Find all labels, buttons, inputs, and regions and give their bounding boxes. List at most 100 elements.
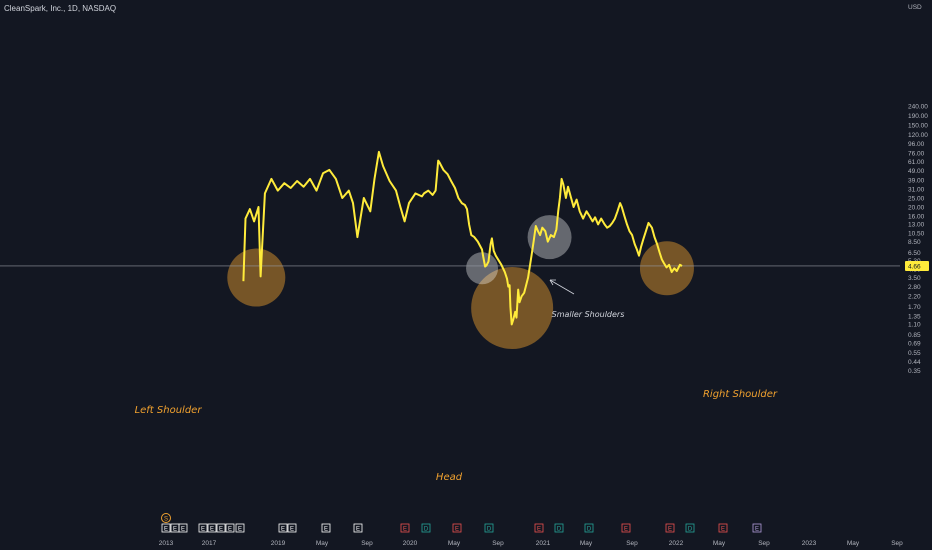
highlight-circle-0	[227, 248, 286, 307]
earnings-marker[interactable]	[752, 523, 762, 533]
earnings-marker[interactable]	[584, 523, 594, 533]
earnings-marker-label: E	[210, 526, 214, 532]
earnings-marker-label: D	[424, 526, 429, 532]
earnings-marker-label: D	[688, 526, 693, 532]
y-tick-label: 49.00	[908, 168, 925, 175]
earnings-marker[interactable]	[178, 523, 188, 533]
highlight-circles	[227, 215, 694, 349]
split-marker[interactable]	[161, 513, 171, 523]
y-tick-label: 150.00	[908, 123, 928, 130]
earnings-marker-label: E	[181, 526, 185, 532]
earnings-marker-label: E	[290, 526, 294, 532]
earnings-marker[interactable]	[665, 523, 675, 533]
earnings-marker[interactable]	[718, 523, 728, 533]
annotation-label: Left Shoulder	[135, 405, 203, 416]
y-tick-label: 120.00	[908, 132, 928, 139]
x-tick-label: Sep	[758, 540, 770, 547]
x-tick-label: Sep	[492, 540, 504, 547]
arrow-line	[549, 279, 575, 295]
earnings-marker-label: E	[755, 526, 759, 532]
x-tick-label: Sep	[361, 540, 373, 547]
earnings-marker-label: E	[238, 526, 242, 532]
y-tick-label: 76.00	[908, 150, 925, 157]
earnings-marker[interactable]	[421, 523, 431, 533]
earnings-marker-label: E	[164, 526, 168, 532]
earnings-marker[interactable]	[554, 523, 564, 533]
earnings-marker[interactable]	[621, 523, 631, 533]
earnings-marker[interactable]	[321, 523, 331, 533]
x-tick-label: 2022	[669, 540, 684, 547]
x-tick-label: 2021	[536, 540, 551, 547]
earnings-marker[interactable]	[207, 523, 217, 533]
y-tick-label: 20.00	[908, 204, 925, 211]
y-tick-label: 3.50	[908, 275, 921, 282]
earnings-marker[interactable]	[400, 523, 410, 533]
earnings-marker-label: E	[537, 526, 541, 532]
x-tick-label: 2020	[403, 540, 418, 547]
y-tick-label: 96.00	[908, 141, 925, 148]
y-tick-label: 16.00	[908, 213, 925, 220]
x-tick-label: 2023	[802, 540, 817, 547]
earnings-marker[interactable]	[235, 523, 245, 533]
earnings-marker-label: E	[173, 526, 177, 532]
earnings-marker-label: D	[587, 526, 592, 532]
earnings-marker[interactable]	[216, 523, 226, 533]
highlight-circle-3	[466, 252, 499, 285]
x-tick-label: May	[713, 540, 726, 547]
y-tick-label: 10.50	[908, 230, 925, 237]
y-tick-label: 8.50	[908, 239, 921, 246]
earnings-marker[interactable]	[452, 523, 462, 533]
price-series-line	[242, 150, 683, 326]
y-tick-label: 2.80	[908, 284, 921, 291]
earnings-marker-label: E	[219, 526, 223, 532]
y-axis[interactable]: 240.00 190.00 150.00 120.00 96.00 76.00 61.00 4…	[908, 104, 928, 375]
y-tick-label: 0.69	[908, 341, 921, 348]
annotation-label: Right Shoulder	[703, 389, 778, 400]
y-tick-label: 1.35	[908, 313, 921, 320]
x-tick-label: May	[316, 540, 329, 547]
annotation-label: Smaller Shoulders	[552, 310, 625, 319]
earnings-marker[interactable]	[484, 523, 494, 533]
annotation-label: Head	[436, 472, 463, 483]
earnings-marker[interactable]	[278, 523, 288, 533]
y-tick-label: 240.00	[908, 104, 928, 111]
y-tick-label: 13.00	[908, 222, 925, 229]
earnings-marker-label: E	[455, 526, 459, 532]
y-tick-label: 25.00	[908, 195, 925, 202]
earnings-marker-label: E	[721, 526, 725, 532]
x-tick-label: 2017	[202, 540, 217, 547]
earnings-marker[interactable]	[685, 523, 695, 533]
highlight-circle-1	[471, 266, 554, 349]
earnings-marker[interactable]	[225, 523, 235, 533]
last-price-badge: 4.66	[905, 260, 929, 271]
x-tick-label: May	[448, 540, 461, 547]
currency-label: USD	[908, 4, 922, 11]
earnings-marker[interactable]	[534, 523, 544, 533]
y-tick-label: 0.35	[908, 368, 921, 375]
earnings-marker-label: E	[403, 526, 407, 532]
event-markers: SE E E E E E E E E E E E E D E D E D D E E D E E	[161, 513, 762, 533]
svg-text:4.66: 4.66	[908, 263, 921, 270]
x-tick-label: 2013	[159, 540, 174, 547]
y-tick-label: 190.00	[908, 113, 928, 120]
annotations: Left Shoulder Head Right Shoulder Smaller S…	[135, 310, 778, 483]
y-tick-label: 2.20	[908, 294, 921, 301]
earnings-marker-label: E	[356, 526, 360, 532]
earnings-marker[interactable]	[353, 523, 363, 533]
y-tick-label: 6.50	[908, 250, 921, 257]
y-tick-label: 39.00	[908, 177, 925, 184]
x-axis[interactable]: 2013 2017 2019 May Sep 2020 May Sep 2021 May Sep 20…	[159, 540, 903, 547]
y-tick-label: 1.10	[908, 322, 921, 329]
x-tick-label: 2019	[271, 540, 286, 547]
earnings-marker-label: E	[324, 526, 328, 532]
earnings-marker[interactable]	[161, 523, 171, 533]
earnings-marker[interactable]	[287, 523, 297, 533]
x-tick-label: Sep	[891, 540, 903, 547]
arrow-head	[549, 279, 556, 286]
earnings-marker-label: E	[228, 526, 232, 532]
y-tick-label: 0.44	[908, 359, 921, 366]
x-tick-label: May	[580, 540, 593, 547]
y-tick-label: 0.85	[908, 332, 921, 339]
earnings-marker[interactable]	[198, 523, 208, 533]
